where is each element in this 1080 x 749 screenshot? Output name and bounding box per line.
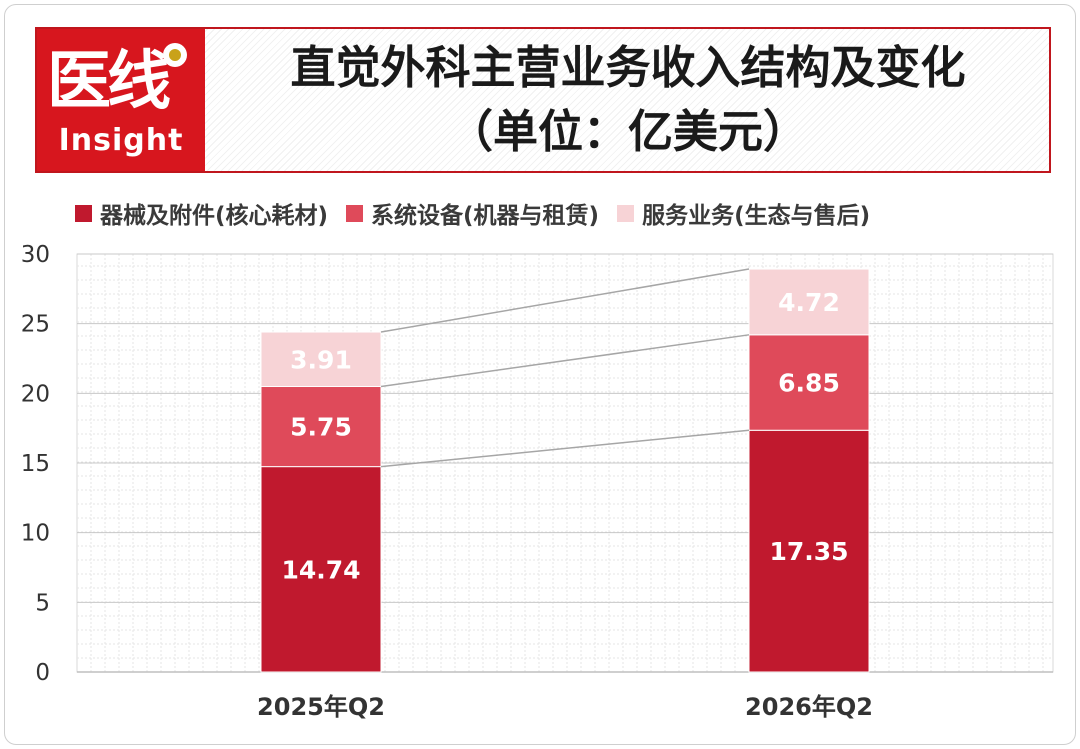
legend-label-systems: 系统设备(机器与租赁) (371, 203, 600, 229)
y-tick-label: 0 (35, 660, 50, 686)
logo-mark: 医线 (47, 45, 171, 119)
y-tick-label: 25 (21, 312, 50, 338)
bar-segment (748, 334, 870, 431)
chart-title: 直觉外科主营业务收入结构及变化 (290, 41, 966, 94)
legend-swatch-systems (346, 204, 364, 222)
chart-subtitle: （单位：亿美元） (447, 105, 808, 158)
data-label: 6.85 (778, 369, 840, 398)
connector-line (380, 268, 750, 333)
x-tick-label: 2025年Q2 (257, 693, 385, 721)
connector-line (380, 334, 750, 388)
y-tick-label: 20 (21, 381, 50, 407)
data-label: 14.74 (281, 555, 360, 584)
logo-eye-icon (163, 43, 187, 67)
legend-item-systems: 系统设备(机器与租赁) (346, 196, 599, 230)
x-tick-label: 2026年Q2 (745, 693, 873, 721)
logo: 医线 Insight (37, 29, 205, 171)
bar-segment (748, 429, 870, 673)
data-label: 5.75 (290, 413, 352, 442)
legend-label-services: 服务业务(生态与售后) (642, 203, 871, 229)
y-tick-label: 15 (21, 451, 50, 477)
connector-line (380, 429, 750, 468)
legend: 器械及附件(核心耗材) 系统设备(机器与租赁) 服务业务(生态与售后) (75, 193, 870, 233)
bar-segment (260, 466, 382, 673)
y-tick-label: 10 (21, 521, 50, 547)
data-label: 4.72 (778, 288, 840, 317)
bar-segment (260, 386, 382, 468)
legend-swatch-instruments (75, 204, 92, 222)
logo-word: Insight (58, 123, 184, 158)
bar-segment (748, 268, 870, 336)
legend-label-instruments: 器械及附件(核心耗材) (100, 203, 329, 229)
data-label: 17.35 (769, 537, 848, 566)
legend-item-instruments: 器械及附件(核心耗材) (75, 196, 328, 230)
y-tick-label: 5 (35, 590, 50, 616)
data-label: 3.91 (290, 345, 352, 374)
legend-swatch-services (617, 204, 635, 222)
y-tick-label: 30 (21, 242, 50, 268)
bar-segment (260, 331, 382, 388)
legend-item-services: 服务业务(生态与售后) (617, 196, 870, 230)
title-banner: 医线 Insight 直觉外科主营业务收入结构及变化 （单位：亿美元） (35, 27, 1051, 173)
